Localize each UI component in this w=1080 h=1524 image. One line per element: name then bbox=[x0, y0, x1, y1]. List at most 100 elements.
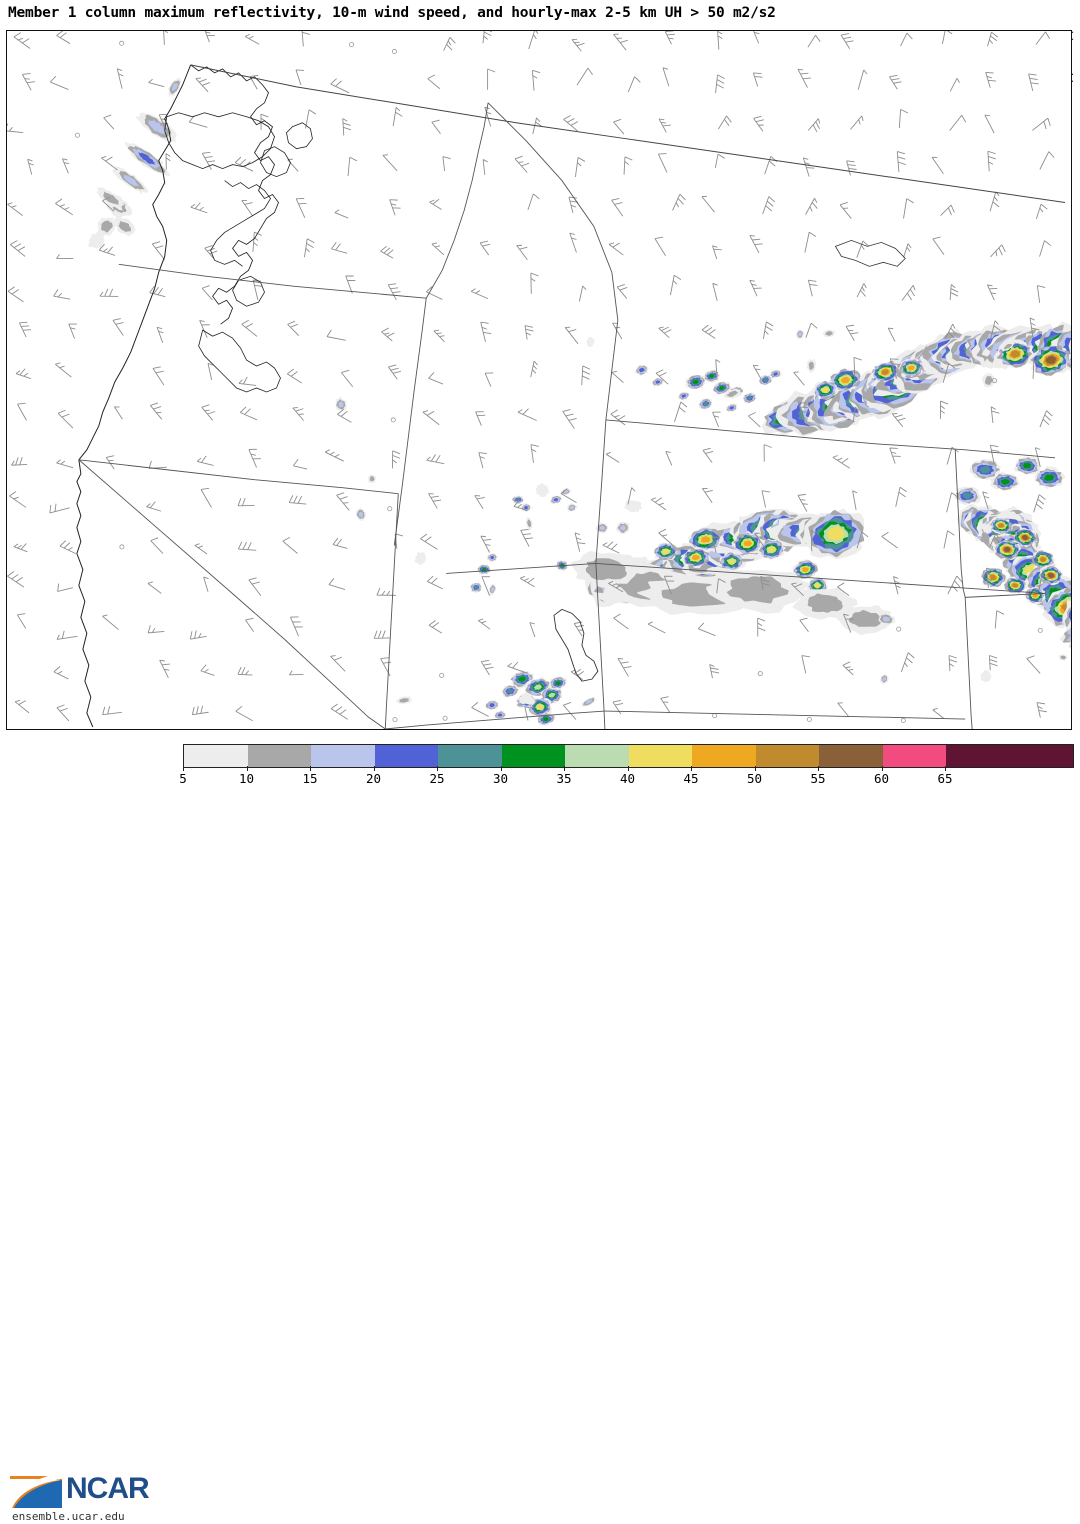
wind-barb bbox=[520, 575, 535, 588]
wind-barb bbox=[986, 567, 995, 588]
wind-barb bbox=[103, 114, 115, 130]
wind-barb bbox=[1029, 317, 1040, 338]
wind-barb bbox=[611, 197, 624, 217]
wind-barb bbox=[563, 702, 577, 720]
reflectivity-contour bbox=[569, 505, 575, 510]
wind-barb bbox=[288, 495, 307, 505]
wind-barb bbox=[152, 366, 165, 386]
reflectivity-contour bbox=[548, 692, 556, 698]
wind-barb bbox=[576, 67, 593, 86]
reflectivity-contour bbox=[882, 676, 887, 682]
wind-barb bbox=[569, 232, 577, 253]
map-canvas bbox=[7, 31, 1071, 729]
calm-wind-marker bbox=[392, 717, 398, 723]
wind-barb bbox=[380, 245, 394, 259]
wind-barb bbox=[288, 670, 304, 676]
wind-barb bbox=[207, 362, 213, 381]
reflectivity-contour bbox=[692, 379, 699, 385]
wind-barb bbox=[987, 31, 999, 47]
wind-barb bbox=[702, 488, 713, 504]
border-nv-az bbox=[284, 638, 386, 729]
wind-barb bbox=[581, 365, 591, 386]
wind-barb bbox=[114, 406, 123, 420]
wind-barb bbox=[237, 498, 255, 507]
reflectivity-contour bbox=[171, 82, 178, 92]
wind-barb bbox=[856, 283, 867, 298]
wind-barb bbox=[650, 497, 667, 511]
wind-barb bbox=[900, 652, 915, 673]
wind-barb bbox=[292, 458, 308, 470]
calm-wind-marker bbox=[712, 713, 718, 719]
wind-barb bbox=[7, 571, 25, 588]
wind-barb bbox=[337, 408, 352, 423]
wind-barb bbox=[717, 31, 723, 50]
wind-barb bbox=[1028, 73, 1039, 92]
colorbar-segment bbox=[501, 745, 565, 767]
wind-barb bbox=[530, 444, 539, 463]
reflectivity-contour bbox=[1040, 556, 1047, 563]
reflectivity-contour bbox=[807, 593, 843, 613]
reflectivity-contour bbox=[1047, 572, 1055, 579]
wind-barb bbox=[426, 454, 445, 465]
wind-barb bbox=[303, 238, 315, 258]
map-frame[interactable] bbox=[6, 30, 1072, 730]
wind-barb bbox=[712, 282, 718, 301]
reflectivity-contour bbox=[553, 498, 559, 502]
reflectivity-contour bbox=[729, 406, 735, 410]
wind-barb bbox=[200, 664, 215, 676]
page-title: Member 1 column maximum reflectivity, 10… bbox=[8, 5, 776, 21]
wind-barb bbox=[99, 288, 119, 297]
wind-barb bbox=[989, 320, 1001, 341]
wind-barb bbox=[347, 156, 358, 177]
wind-barb bbox=[9, 491, 27, 508]
calm-wind-marker bbox=[1037, 627, 1043, 633]
colorbar-tick bbox=[246, 766, 248, 771]
border-wa-or bbox=[118, 263, 427, 299]
wind-barb bbox=[56, 31, 71, 44]
wind-barb bbox=[433, 329, 445, 343]
wind-barb bbox=[602, 541, 620, 554]
wind-barb bbox=[18, 321, 31, 338]
colorbar-tick-label: 35 bbox=[556, 771, 572, 786]
wind-barb bbox=[1039, 151, 1055, 170]
wind-barb bbox=[165, 153, 171, 170]
wind-barb bbox=[204, 245, 218, 260]
reflectivity-contour bbox=[1010, 350, 1020, 358]
wind-barb bbox=[611, 370, 624, 384]
colorbar[interactable] bbox=[183, 744, 1074, 768]
wind-barb bbox=[889, 74, 902, 90]
wind-barb bbox=[287, 368, 302, 384]
wind-barb bbox=[295, 197, 307, 219]
reflectivity-contour bbox=[536, 704, 544, 710]
coastline-pacific bbox=[76, 459, 94, 728]
wind-barb bbox=[527, 193, 540, 211]
colorbar-tick-label: 60 bbox=[873, 771, 890, 786]
wind-barb bbox=[190, 202, 208, 214]
wind-barb bbox=[191, 705, 209, 716]
wind-barb bbox=[431, 242, 445, 256]
wind-barb bbox=[204, 31, 215, 43]
weather-forecast-map-page: Member 1 column maximum reflectivity, 10… bbox=[6, 5, 1074, 1523]
reflectivity-contour bbox=[703, 401, 709, 406]
calm-wind-marker bbox=[991, 378, 997, 384]
wind-barb bbox=[295, 69, 305, 86]
wind-barb bbox=[237, 666, 253, 676]
reflectivity-contour bbox=[773, 372, 779, 376]
ncar-logo[interactable]: NCAR ensemble.ucar.edu bbox=[8, 1472, 176, 1524]
colorbar-ticks bbox=[183, 766, 1072, 772]
wind-barb bbox=[53, 289, 71, 300]
wind-barb bbox=[244, 33, 260, 45]
wind-barb bbox=[151, 241, 166, 261]
wind-barb bbox=[845, 324, 859, 341]
coastline-inlet-detail-b bbox=[198, 329, 281, 393]
reflectivity-contour bbox=[691, 554, 700, 561]
reflectivity-contour bbox=[1068, 609, 1071, 621]
wind-barb bbox=[116, 68, 124, 89]
coastline-island-a bbox=[260, 146, 291, 178]
wind-barb bbox=[605, 451, 620, 463]
reflectivity-contour bbox=[489, 702, 495, 708]
wind-barb bbox=[657, 153, 668, 173]
wind-barb bbox=[805, 197, 818, 215]
wind-barb bbox=[373, 630, 390, 639]
wind-barb bbox=[856, 531, 869, 549]
